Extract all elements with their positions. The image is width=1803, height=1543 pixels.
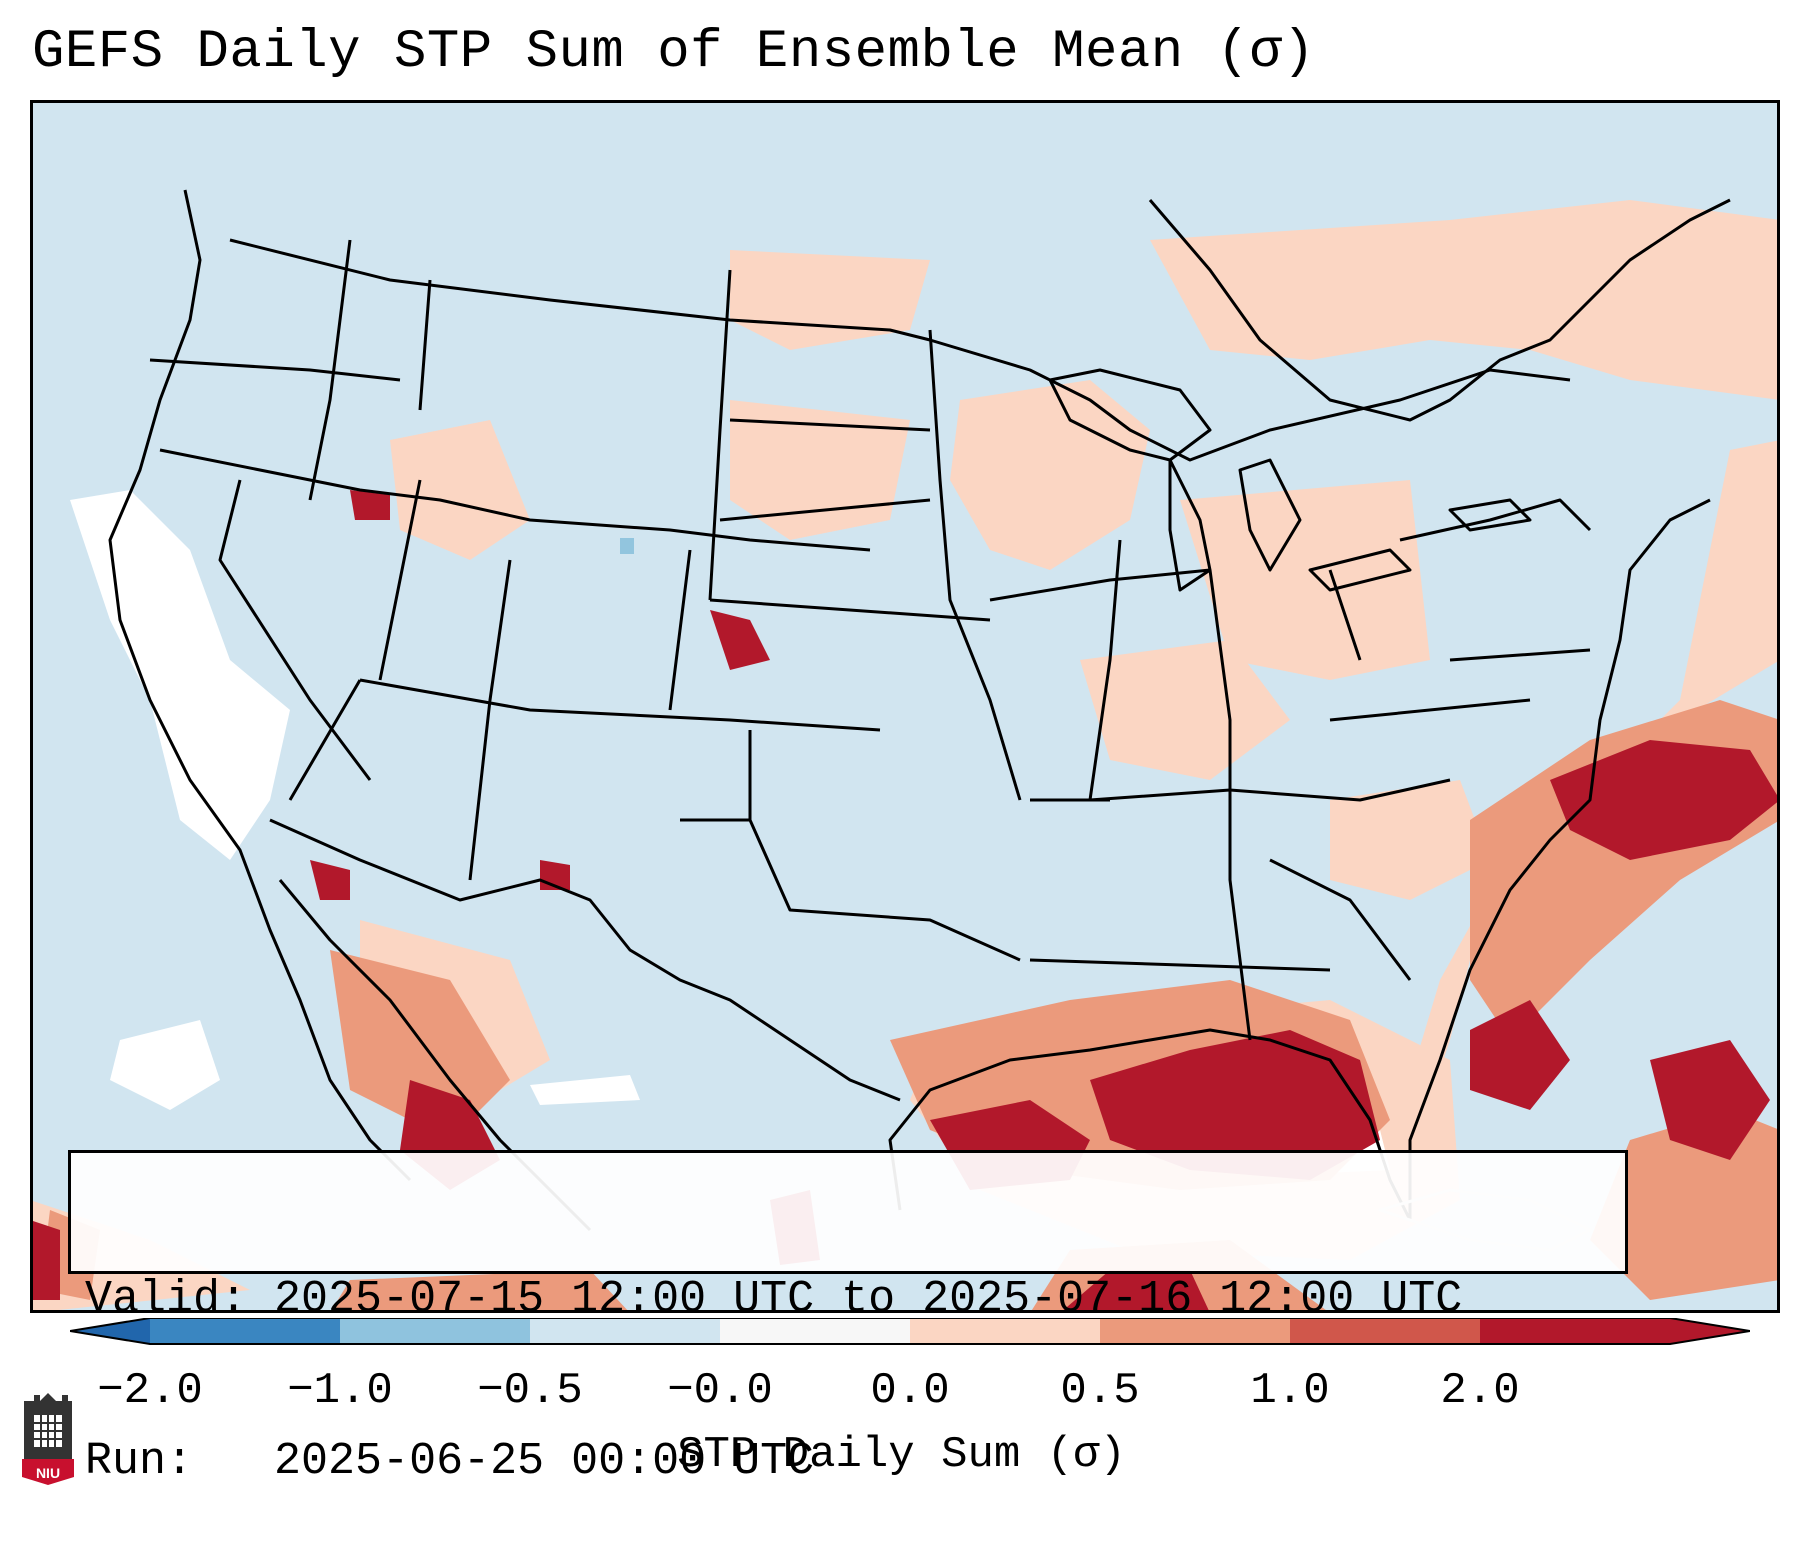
colorbar <box>70 1318 1750 1345</box>
field-max-positive <box>30 490 1780 1313</box>
valid-value: 2025-07-15 12:00 UTC to 2025-07-16 12:00… <box>274 1274 1463 1325</box>
colorbar-bin <box>1480 1318 1671 1344</box>
colorbar-extend-low <box>70 1318 150 1344</box>
colorbar-bin <box>340 1318 531 1344</box>
great-lakes <box>1048 368 1532 592</box>
colorbar-tick-label: −0.0 <box>667 1366 773 1416</box>
run-label: Run: <box>85 1436 194 1487</box>
pacific-coastline <box>108 189 412 1182</box>
colorbar-tick-label: −2.0 <box>97 1366 203 1416</box>
state-lines-west <box>149 239 881 881</box>
colorbar-tick-label: −1.0 <box>287 1366 393 1416</box>
colorbar-bin <box>1100 1318 1291 1344</box>
colorbar-tick-label: 1.0 <box>1250 1366 1330 1416</box>
niu-logo: NIU <box>20 1393 76 1485</box>
map-boundaries <box>108 189 1731 1252</box>
colorbar-tick-label: 0.5 <box>1060 1366 1140 1416</box>
colorbar-tick-label: −0.5 <box>477 1366 583 1416</box>
canada-us-border <box>229 238 1571 462</box>
hudson-bay-coast <box>1148 198 1731 422</box>
map-title: GEFS Daily STP Sum of Ensemble Mean (σ) <box>32 22 1316 83</box>
state-lines-central <box>680 269 1022 962</box>
colorbar-bin <box>720 1318 911 1344</box>
castle-icon <box>22 1393 74 1485</box>
stp-map <box>30 100 1780 1313</box>
colorbar-tick-label: 2.0 <box>1440 1366 1520 1416</box>
colorbar-tick-label: 0.0 <box>870 1366 950 1416</box>
colorbar-bin <box>530 1318 721 1344</box>
colorbar-bin <box>150 1318 341 1344</box>
field-negative <box>620 538 634 554</box>
us-mexico-border <box>269 818 901 1102</box>
run-line: Run: 2025-06-25 00:00 UTC <box>85 1435 1625 1489</box>
colorbar-label: STP Daily Sum (σ) <box>677 1430 1126 1480</box>
niu-logo-text: NIU <box>35 1465 61 1481</box>
gulf-coastline <box>888 1028 1412 1221</box>
run-value: 2025-06-25 00:00 UTC <box>274 1436 815 1487</box>
state-lines-east <box>989 498 1592 1041</box>
map-border <box>30 100 1780 1313</box>
colorbar-bin <box>910 1318 1101 1344</box>
colorbar-outline <box>70 1318 1750 1345</box>
info-box: Valid: 2025-07-15 12:00 UTC to 2025-07-1… <box>68 1150 1628 1487</box>
valid-line: Valid: 2025-07-15 12:00 UTC to 2025-07-1… <box>85 1273 1625 1327</box>
valid-label: Valid: <box>85 1274 248 1325</box>
map-panel <box>30 100 1780 1313</box>
colorbar-bin <box>1290 1318 1481 1344</box>
atlantic-coastline <box>1408 498 1711 1220</box>
colorbar-extend-high <box>1670 1318 1750 1344</box>
